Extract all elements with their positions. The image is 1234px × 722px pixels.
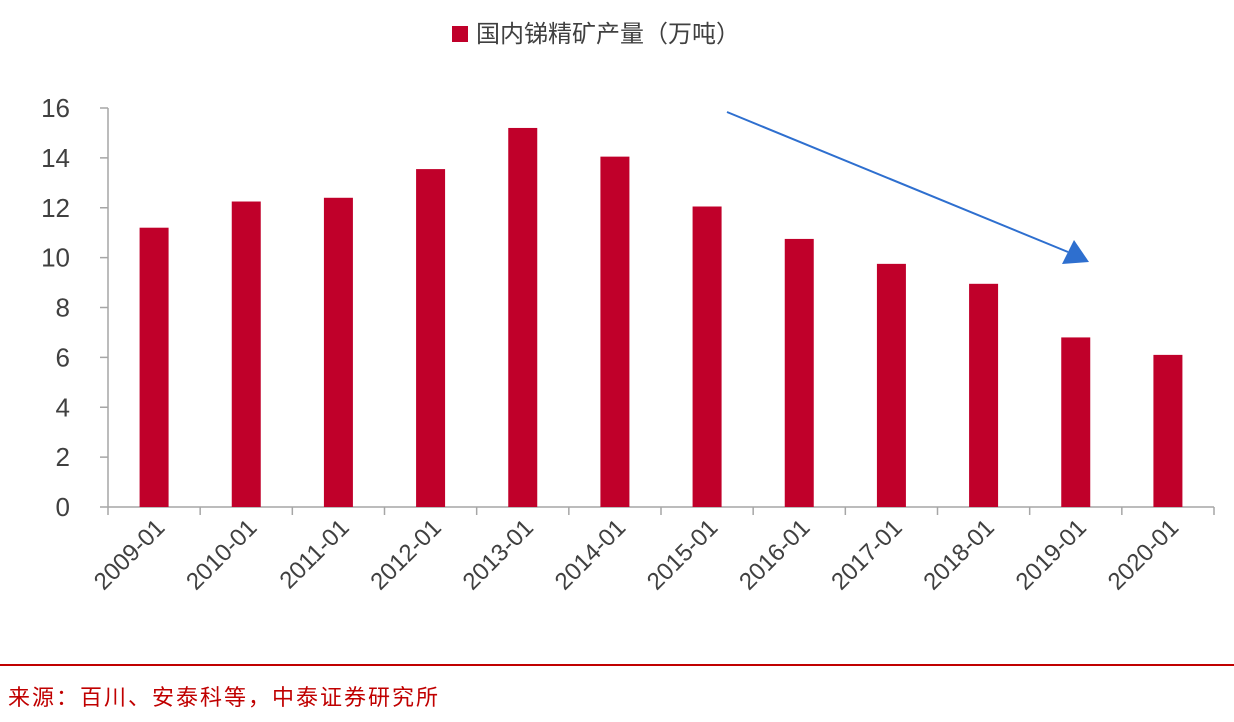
- bar-2018-01: [969, 283, 999, 507]
- bar-2015-01: [692, 206, 722, 508]
- y-tick-label: 10: [41, 243, 70, 273]
- bar-2017-01: [876, 263, 906, 507]
- x-tick-label: 2013-01: [458, 514, 539, 595]
- y-tick-label: 14: [41, 143, 70, 173]
- x-tick-label: 2010-01: [181, 514, 262, 595]
- source-divider: [0, 664, 1234, 666]
- bar-2019-01: [1061, 337, 1091, 507]
- bar-2013-01: [508, 127, 538, 507]
- bar-2009-01: [139, 227, 169, 507]
- y-tick-label: 6: [56, 342, 70, 372]
- legend: 国内锑精矿产量（万吨）: [452, 20, 740, 48]
- y-tick-label: 8: [56, 293, 70, 323]
- y-tick-label: 4: [56, 392, 70, 422]
- bar-2011-01: [323, 197, 353, 507]
- x-tick-label: 2011-01: [275, 514, 355, 594]
- x-tick-label: 2016-01: [734, 514, 815, 595]
- x-tick-label: 2020-01: [1103, 514, 1184, 595]
- x-tick-label: 2017-01: [826, 514, 907, 595]
- y-tick-label: 12: [41, 193, 70, 223]
- y-tick-label: 0: [56, 492, 70, 522]
- x-tick-label: 2018-01: [918, 514, 999, 595]
- bar-2012-01: [416, 169, 446, 508]
- trend-arrow-line: [726, 111, 1069, 253]
- source-note: 来源：百川、安泰科等，中泰证券研究所: [8, 686, 441, 711]
- y-tick-label: 16: [41, 93, 70, 123]
- bar-2010-01: [231, 201, 261, 507]
- bar-2014-01: [600, 156, 630, 508]
- x-tick-label: 2009-01: [89, 514, 170, 595]
- legend-swatch: [452, 26, 468, 42]
- x-tick-label: 2012-01: [365, 514, 446, 595]
- x-tick-label: 2014-01: [550, 514, 631, 595]
- legend-label: 国内锑精矿产量（万吨）: [476, 20, 740, 48]
- bar-2016-01: [784, 238, 814, 507]
- y-tick-label: 2: [56, 442, 70, 472]
- trend-arrow-head: [1062, 240, 1089, 264]
- x-tick-label: 2019-01: [1011, 514, 1092, 595]
- x-tick-label: 2015-01: [642, 514, 723, 595]
- bar-2020-01: [1153, 354, 1183, 507]
